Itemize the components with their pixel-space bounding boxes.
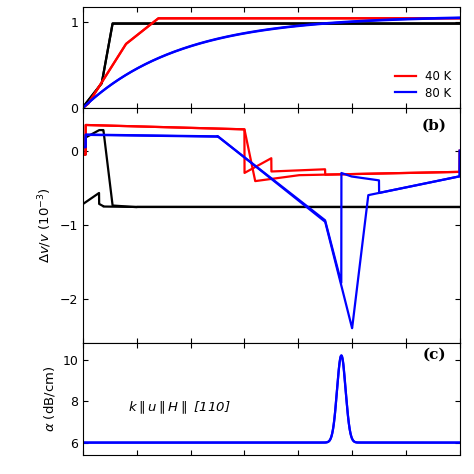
Text: $k \parallel u \parallel H \parallel$ [110]: $k \parallel u \parallel H \parallel$ [1… — [128, 400, 231, 416]
Y-axis label: $\alpha$ (dB/cm): $\alpha$ (dB/cm) — [42, 366, 57, 432]
Text: (b): (b) — [421, 118, 447, 132]
Y-axis label: $\Delta v/v$ $(10^{-3})$: $\Delta v/v$ $(10^{-3})$ — [36, 188, 54, 263]
Text: (c): (c) — [423, 348, 447, 362]
Legend: 40 K, 80 K: 40 K, 80 K — [392, 68, 454, 102]
